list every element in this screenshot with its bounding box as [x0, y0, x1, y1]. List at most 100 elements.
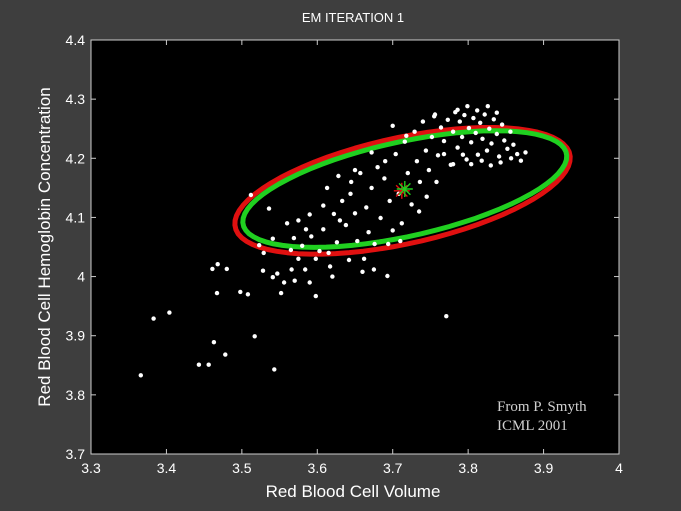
data-point: [346, 257, 352, 263]
data-point: [420, 119, 426, 124]
data-point: [224, 266, 229, 272]
data-point: [399, 221, 404, 226]
data-point: [278, 290, 284, 296]
data-point: [460, 152, 466, 157]
data-point: [444, 314, 449, 319]
data-point: [303, 227, 309, 232]
data-point: [284, 221, 290, 226]
data-point: [511, 142, 516, 147]
credit-line-1: From P. Smyth: [497, 399, 587, 415]
data-point: [257, 243, 262, 248]
x-axis-label: Red Blood Cell Volume: [266, 482, 441, 501]
x-tick-label: 4: [615, 460, 623, 476]
data-point: [455, 145, 460, 150]
data-point: [496, 154, 502, 159]
data-point: [498, 160, 503, 165]
data-point: [321, 203, 326, 208]
data-point: [371, 267, 377, 272]
data-point: [455, 107, 460, 113]
data-point: [326, 250, 331, 256]
data-point: [404, 133, 409, 138]
data-point: [303, 267, 308, 272]
data-point: [272, 367, 277, 372]
data-point: [398, 238, 403, 244]
center-star-stroke: [398, 182, 411, 196]
data-point: [424, 194, 429, 199]
data-point: [375, 165, 380, 170]
data-point: [471, 115, 476, 121]
data-point: [167, 310, 172, 315]
data-point: [313, 293, 318, 299]
data-point: [261, 250, 266, 256]
data-point: [369, 150, 374, 155]
data-point: [478, 120, 483, 126]
data-point: [480, 136, 485, 141]
data-point: [409, 202, 414, 207]
x-axis-ticks: 3.3 3.4 3.5 3.6 3.7 3.8 3.9 4: [81, 40, 623, 476]
y-tick-label: 4.3: [66, 91, 86, 107]
data-point: [275, 271, 280, 276]
data-point: [488, 163, 493, 168]
data-point: [518, 158, 524, 163]
x-tick-label: 3.6: [308, 460, 328, 476]
data-point: [260, 268, 266, 273]
data-point: [340, 198, 345, 204]
data-point: [361, 256, 367, 261]
data-point: [369, 185, 374, 191]
data-point: [292, 278, 297, 283]
data-point: [475, 108, 480, 113]
data-point: [479, 158, 484, 163]
data-point: [334, 240, 340, 245]
data-point: [337, 218, 343, 223]
data-point: [138, 373, 143, 378]
data-point: [469, 162, 474, 167]
data-point: [423, 148, 429, 153]
data-point: [336, 173, 341, 179]
data-point: [366, 230, 371, 235]
data-point: [515, 151, 520, 157]
data-point: [352, 211, 358, 216]
data-point: [307, 212, 312, 217]
data-point: [238, 289, 243, 295]
data-point: [245, 292, 251, 297]
data-point: [215, 262, 220, 267]
y-axis-label: Red Blood Cell Hemoglobin Concentration: [35, 87, 54, 406]
cluster-ellipse: [240, 128, 570, 250]
data-point: [348, 191, 353, 196]
data-point: [210, 266, 215, 272]
data-points: [138, 104, 528, 378]
data-point: [508, 129, 513, 134]
data-point: [196, 362, 202, 367]
data-point: [296, 256, 301, 261]
data-point: [405, 170, 410, 176]
data-point: [386, 241, 391, 247]
data-point: [296, 218, 301, 223]
data-point: [505, 146, 510, 151]
data-point: [352, 167, 358, 173]
data-point: [489, 141, 494, 146]
data-point: [432, 114, 437, 119]
y-tick-label: 4: [77, 269, 85, 285]
data-point: [462, 112, 467, 118]
data-point: [523, 150, 528, 155]
data-point: [385, 273, 390, 279]
data-point: [393, 151, 398, 157]
data-point: [349, 179, 354, 185]
chart-title: EM ITERATION 1: [302, 10, 404, 25]
data-point: [214, 290, 220, 296]
data-point: [383, 159, 388, 164]
data-point: [313, 256, 318, 261]
data-point: [151, 316, 156, 321]
y-axis-ticks: 3.7 3.8 3.9 4 4.1 4.2 4.3 4.4: [66, 32, 619, 462]
data-point: [414, 159, 420, 164]
data-point: [426, 167, 432, 173]
x-tick-label: 3.5: [232, 460, 252, 476]
data-point: [331, 211, 337, 217]
data-point: [438, 125, 444, 130]
data-point: [508, 156, 514, 161]
data-point: [469, 140, 474, 145]
y-tick-label: 4.1: [66, 209, 86, 225]
data-point: [248, 192, 254, 198]
y-tick-label: 4.4: [66, 32, 86, 48]
data-point: [382, 176, 387, 181]
